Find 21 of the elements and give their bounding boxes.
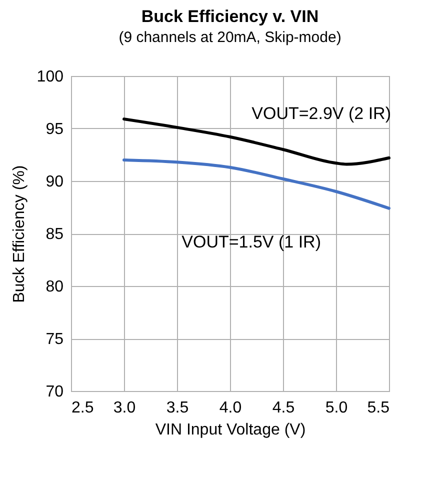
x-tick-label: 5.0 [325, 400, 348, 416]
series-label: VOUT=2.9V (2 IR) [252, 104, 391, 123]
x-axis-title: VIN Input Voltage (V) [155, 422, 306, 438]
y-tick-label: 70 [46, 384, 64, 400]
x-tick-label: 3.0 [113, 400, 136, 416]
x-tick-label: 5.5 [367, 400, 390, 416]
y-tick-label: 95 [46, 121, 64, 138]
y-tick-label: 90 [46, 174, 64, 190]
y-axis-title: Buck Efficiency (%) [10, 165, 28, 303]
y-tick-label: 100 [36, 68, 64, 86]
y-tick-label: 75 [46, 331, 64, 348]
y-tick-label: 85 [46, 226, 64, 243]
chart-subtitle: (9 channels at 20mA, Skip-mode) [118, 29, 342, 46]
text: VOUT=1.5V (1 IR) [182, 232, 321, 252]
x-tick-label: 4.0 [219, 400, 242, 416]
chart-title: Buck Efficiency v. VIN [141, 7, 319, 26]
x-tick-label: 4.5 [272, 400, 295, 416]
x-tick-label: 3.5 [166, 400, 189, 416]
line-series [122, 158, 390, 210]
x-tick-label: 2.5 [72, 400, 94, 416]
y-tick-label: 80 [46, 278, 64, 296]
